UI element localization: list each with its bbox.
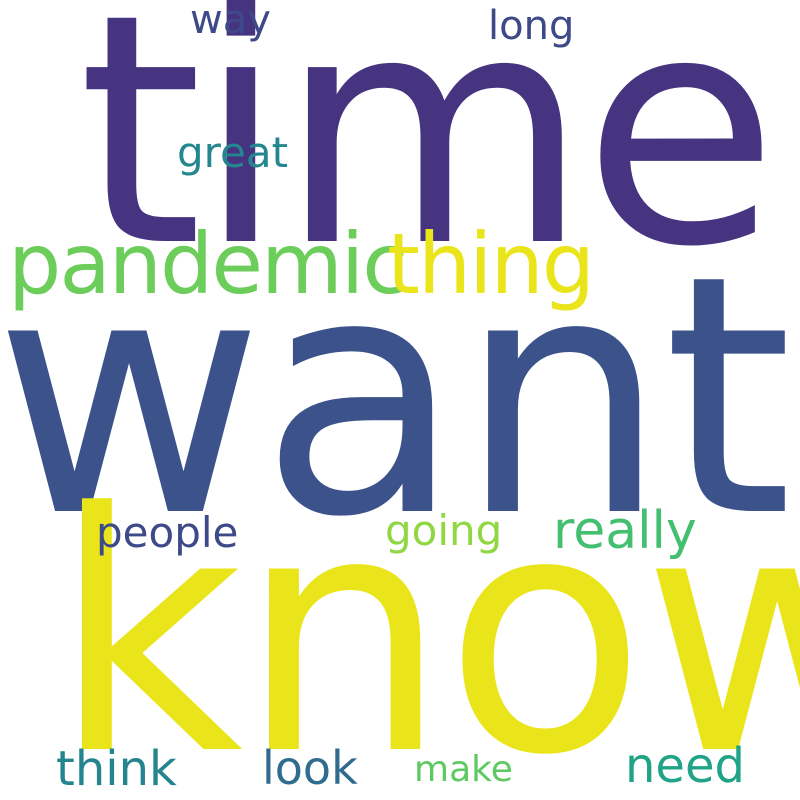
word-want: want — [0, 205, 793, 589]
word-time: time — [78, 0, 778, 316]
word-really: really — [553, 501, 697, 561]
word-need: need — [625, 738, 745, 794]
word-think: think — [56, 741, 177, 797]
word-people: people — [96, 508, 239, 557]
word-way: way — [190, 0, 271, 43]
word-look: look — [262, 741, 358, 795]
word-long: long — [488, 3, 575, 49]
word-going: going — [385, 506, 503, 555]
word-thing: thing — [387, 215, 595, 313]
word-make: make — [414, 749, 513, 790]
word-know: know — [52, 443, 800, 800]
word-great: great — [177, 128, 289, 177]
word-pandemic: pandemic — [8, 215, 408, 313]
